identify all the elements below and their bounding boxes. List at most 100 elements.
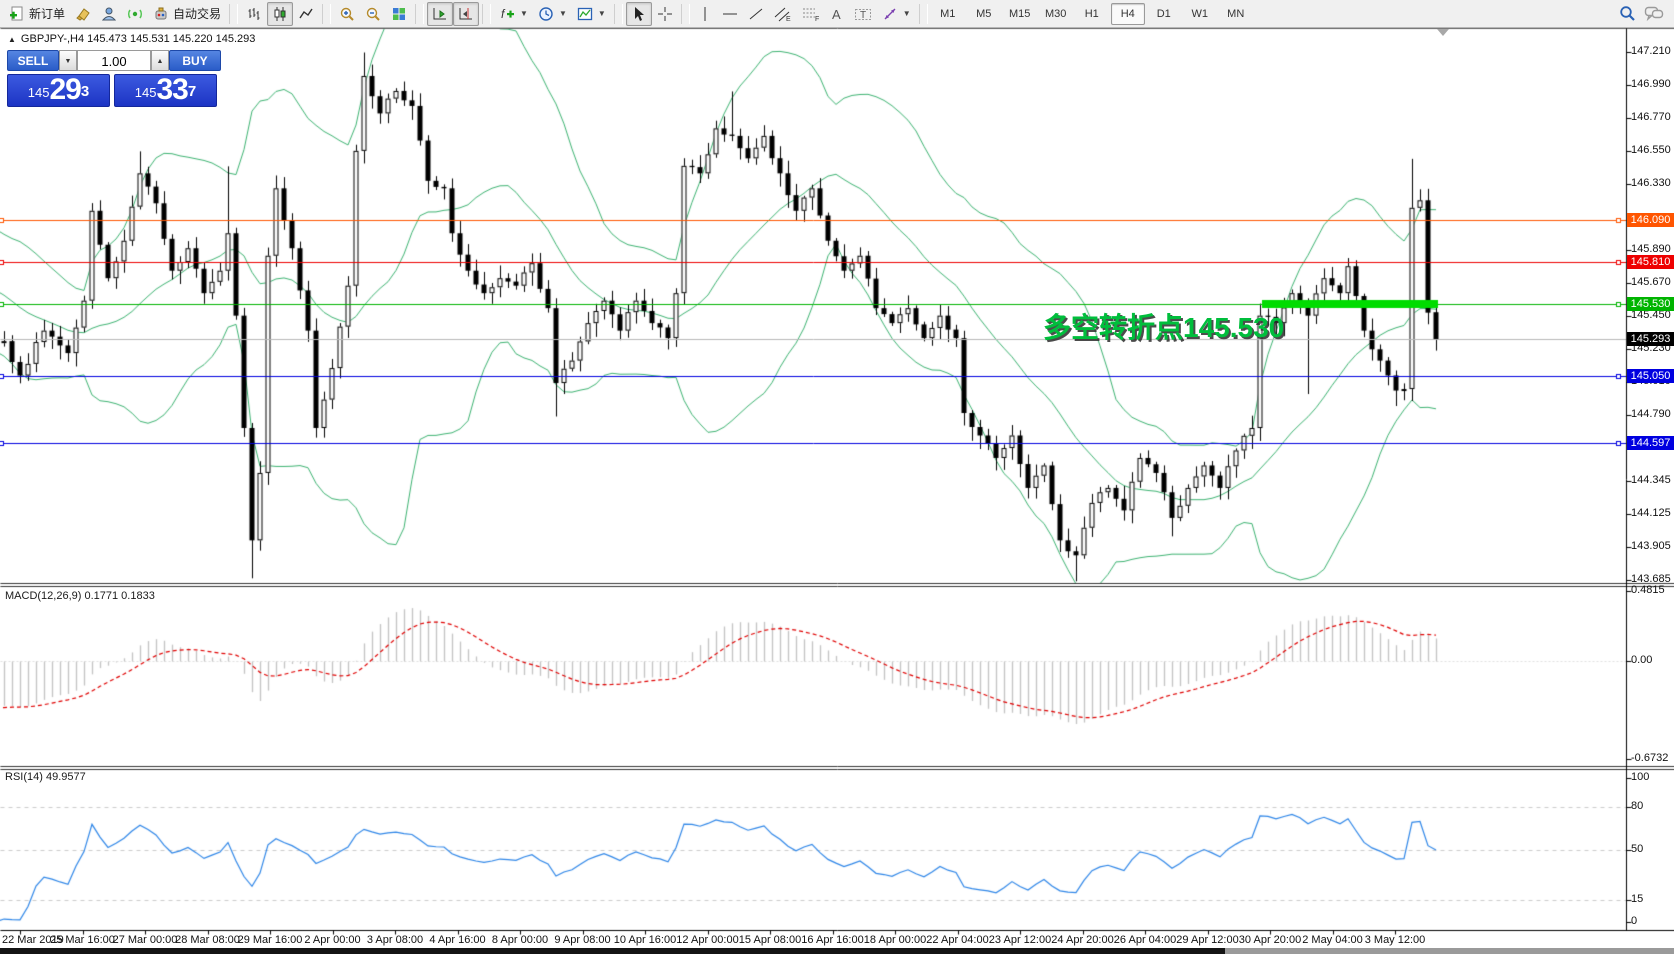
volume-up-button[interactable]: ▲ [151,50,169,71]
buy-price-button[interactable]: 145 33 7 [114,74,217,107]
macd-axis-tick-label: -0.6732 [1631,752,1669,765]
indicators-icon: f [501,7,515,21]
periods-button[interactable]: ▼ [533,2,572,26]
auto-scroll-icon [433,7,447,19]
tile-windows-button[interactable] [386,2,412,26]
eraser-button[interactable] [70,2,96,26]
toolbar-separator [918,3,928,24]
sell-price-pips: 29 [49,73,81,106]
volume-down-button[interactable]: ▼ [59,50,77,71]
volume-input[interactable]: 1.00 [77,50,151,71]
time-axis-label: 24 Apr 20:00 [1051,934,1114,946]
signal-button[interactable] [122,2,148,26]
bar-chart-button[interactable] [241,2,267,26]
indicators-button[interactable]: f ▼ [494,2,533,26]
tab-timeframe-M1[interactable]: M1 [940,7,956,20]
price-axis-tick-label: 146.330 [1631,176,1671,189]
toolbar-separator [415,3,425,24]
toolbar-separator [680,3,690,24]
buy-price-pips: 33 [156,73,188,106]
horizontal-line-button[interactable] [717,2,743,26]
tab-timeframe-M30[interactable]: M30 [1045,7,1067,20]
time-axis-label: 4 Apr 16:00 [429,934,486,946]
text-button[interactable]: A [825,2,849,26]
autotrading-label: 自动交易 [173,7,222,21]
timeframe-group: M1 M5 M15 M30 H1 H4 D1 W1 MN [931,2,1253,25]
dropdown-arrow-icon: ▼ [902,9,911,18]
hline-price-badge: 145.530 [1627,296,1674,311]
new-order-button[interactable]: 新订单 [4,2,70,26]
chat-icon[interactable] [1644,5,1664,22]
tab-timeframe-H1[interactable]: H1 [1084,7,1099,20]
line-chart-button[interactable] [293,2,319,26]
autotrading-button[interactable]: 自动交易 [148,2,226,26]
horizontal-line-icon [722,13,737,14]
vertical-line-icon [704,6,706,21]
zoom-in-button[interactable] [334,2,360,26]
sell-price-button[interactable]: 145 29 3 [7,74,110,107]
profile-button[interactable] [96,2,122,26]
text-label-icon: T [854,8,871,21]
tab-timeframe-H4[interactable]: H4 [1110,2,1145,25]
bottom-scrollbar-track[interactable] [1225,948,1674,954]
cursor-button[interactable] [625,1,652,26]
price-axis-tick-label: 147.210 [1631,45,1671,57]
rsi-axis-tick-label: 0 [1631,915,1638,927]
hline-price-badge: 146.090 [1627,212,1674,227]
svg-text:f: f [501,7,506,21]
templates-button[interactable]: ▼ [572,2,611,26]
vertical-line-button[interactable] [693,2,717,26]
symbol-info: ▲ GBPJPY-,H4 145.473 145.531 145.220 145… [8,33,255,45]
time-axis-label: 28 Mar 08:00 [175,934,240,946]
time-axis-label: 12 Apr 00:00 [676,934,739,946]
dropdown-arrow-icon: ▼ [597,9,606,18]
time-axis-label: 29 Mar 16:00 [237,934,303,946]
bottom-scrollbar[interactable] [0,948,1225,954]
hline-price-badge: 145.810 [1627,254,1674,269]
auto-scroll-button[interactable] [427,1,454,26]
trendline-button[interactable] [743,2,769,26]
text-label-button[interactable]: T [849,2,877,26]
price-axis-tick-label: 143.905 [1631,540,1671,553]
chart-shift-icon [459,7,473,19]
tab-timeframe-M5[interactable]: M5 [976,7,992,20]
tab-timeframe-D1[interactable]: D1 [1156,7,1171,20]
chart-canvas[interactable] [0,28,1674,954]
equidistant-channel-icon: E [774,7,791,22]
time-axis-label: 27 Mar 00:00 [112,934,178,946]
buy-button[interactable]: BUY [169,50,221,71]
tab-timeframe-W1[interactable]: W1 [1191,7,1208,20]
chart-area: ▲ GBPJPY-,H4 145.473 145.531 145.220 145… [0,28,1674,954]
equidistant-channel-button[interactable]: E [769,2,797,26]
time-axis-label: 30 Apr 20:00 [1238,934,1302,946]
rsi-axis-tick-label: 15 [1631,893,1644,906]
buy-price-point: 7 [187,83,197,100]
zoom-out-button[interactable] [360,2,386,26]
clock-icon [539,6,553,21]
toolbar-separator [482,3,492,24]
price-axis-tick-label: 144.125 [1631,507,1671,520]
tile-windows-icon [393,7,406,20]
price-axis-tick-label: 146.550 [1631,143,1671,156]
text-icon: A [832,7,841,22]
tab-timeframe-MN[interactable]: MN [1227,7,1245,20]
time-axis-label: 10 Apr 16:00 [613,934,677,946]
zoom-out-icon [366,7,380,21]
one-click-toggle-icon[interactable]: ▲ [8,34,16,44]
bar-chart-icon [248,7,260,20]
fibonacci-button[interactable]: F [797,2,825,26]
toolbar: 新订单 自动交易 [0,0,1674,28]
sell-price-big-figure: 145 [27,85,50,100]
arrows-button[interactable]: ▼ [877,2,916,26]
chart-shift-button[interactable] [453,1,480,26]
crosshair-button[interactable] [652,2,678,26]
hline-price-badge: 144.597 [1627,436,1674,451]
price-axis-tick-label: 146.990 [1631,77,1671,90]
symbol-ohlc-text: GBPJPY-,H4 145.473 145.531 145.220 145.2… [20,33,256,45]
sell-button[interactable]: SELL [7,50,59,71]
tab-timeframe-M15[interactable]: M15 [1009,7,1031,20]
time-axis-label: 8 Apr 00:00 [491,934,549,946]
candlestick-chart-button[interactable] [267,1,294,26]
search-icon[interactable] [1619,5,1636,22]
annotation-text: 多空转折点145.530 [1043,312,1285,343]
